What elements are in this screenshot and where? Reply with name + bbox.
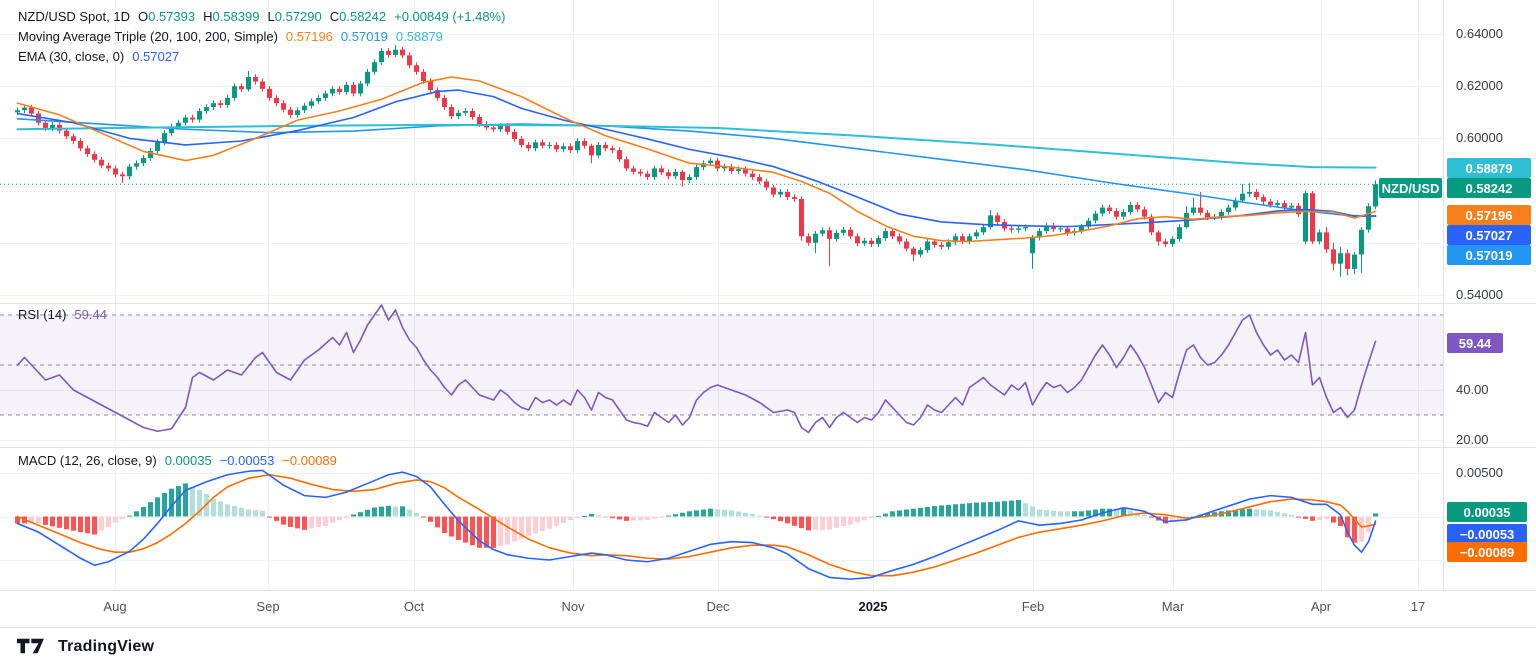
ohlc-value: 0.57290 bbox=[274, 9, 322, 24]
macd-value: −0.00053 bbox=[219, 453, 275, 468]
rsi-value: 59.44 bbox=[74, 307, 107, 322]
price-axis-tick: 0.62000 bbox=[1456, 78, 1503, 94]
ohlc-value: 0.58242 bbox=[339, 9, 387, 24]
symbol-price-tag: NZD/USD bbox=[1379, 178, 1442, 198]
macd-histogram bbox=[15, 483, 1378, 548]
footer-bar: TradingView bbox=[0, 627, 1536, 666]
price-axis-tick: 0.60000 bbox=[1456, 130, 1503, 146]
price-axis-tick: 0.64000 bbox=[1456, 26, 1503, 41]
macd-value: 0.00035 bbox=[164, 453, 212, 468]
macd-axis-tick: 0.00500 bbox=[1456, 465, 1503, 480]
rsi-title[interactable]: RSI (14) bbox=[18, 307, 67, 322]
ohlc-value: 0.58399 bbox=[212, 9, 260, 24]
last-price-tag: 0.58242 bbox=[1447, 178, 1531, 198]
price-axis-tick: 0.54000 bbox=[1456, 287, 1503, 302]
time-axis-label[interactable]: 2025 bbox=[858, 599, 888, 614]
time-axis-label[interactable]: Feb bbox=[1021, 599, 1045, 614]
ema-legend-row: EMA (30, close, 0) 0.57027 bbox=[18, 49, 179, 64]
price-axis[interactable]: 0.64000 0.62000 0.60000 0.54000 40.00 20.00 0.… bbox=[1379, 0, 1536, 590]
rsi-axis-tick: 40.00 bbox=[1456, 382, 1489, 397]
rsi-line bbox=[16, 304, 1377, 434]
ohlc-value: 0.57393 bbox=[148, 9, 196, 24]
sma200-price-tag: 0.58879 bbox=[1447, 158, 1531, 178]
ohlc-letter: L bbox=[267, 9, 275, 24]
rsi-legend-row: RSI (14) 59.44 bbox=[18, 307, 107, 322]
ohlc-letter: H bbox=[203, 9, 213, 24]
time-axis-label[interactable]: Apr bbox=[1310, 599, 1332, 614]
grid-layer bbox=[0, 0, 1443, 590]
time-axis-label[interactable]: Nov bbox=[561, 599, 585, 614]
symbol-legend-row: NZD/USD Spot, 1D O0.57393 H0.58399 L0.57290… bbox=[18, 9, 505, 24]
macd-value-tag: −0.00089 bbox=[1447, 542, 1527, 562]
sma20-price-tag: 0.57196 bbox=[1447, 205, 1531, 225]
ema-title[interactable]: EMA (30, close, 0) bbox=[18, 49, 125, 64]
ema30-price-tag: 0.57027 bbox=[1447, 225, 1531, 245]
sma200-line bbox=[16, 123, 1377, 169]
price-change: +0.00849 (+1.48%) bbox=[394, 9, 506, 24]
candles-layer bbox=[15, 44, 1378, 277]
rsi-axis-tick: 20.00 bbox=[1456, 432, 1489, 447]
ohlc-letter: C bbox=[329, 9, 340, 24]
ma-value: 0.57196 bbox=[285, 29, 333, 44]
macd-legend-row: MACD (12, 26, close, 9) 0.00035 −0.00053 −0… bbox=[18, 453, 337, 468]
ma-triple-title[interactable]: Moving Average Triple (20, 100, 200, Sim… bbox=[18, 29, 278, 44]
macd-value-tag: −0.00053 bbox=[1447, 524, 1527, 544]
time-axis-label[interactable]: Aug bbox=[103, 599, 127, 614]
ma-value: 0.57019 bbox=[340, 29, 388, 44]
ohlc-letter: O bbox=[137, 9, 149, 24]
ma-value: 0.58879 bbox=[395, 29, 443, 44]
symbol-title[interactable]: NZD/USD Spot, 1D bbox=[18, 9, 130, 24]
macd-title[interactable]: MACD (12, 26, close, 9) bbox=[18, 453, 157, 468]
macd-line bbox=[16, 469, 1377, 580]
time-axis[interactable]: Aug Sep Oct Nov Dec 2025 Feb Mar Apr 17 bbox=[0, 590, 1536, 628]
macd-signal-line bbox=[16, 473, 1377, 577]
time-axis-label[interactable]: Sep bbox=[256, 599, 280, 614]
time-axis-label[interactable]: 17 bbox=[1410, 599, 1426, 614]
sma20-line bbox=[16, 76, 1377, 243]
tradingview-logo-icon[interactable] bbox=[16, 637, 50, 657]
macd-value: −0.00089 bbox=[282, 453, 337, 468]
time-axis-label[interactable]: Dec bbox=[706, 599, 730, 614]
time-axis-label[interactable]: Mar bbox=[1161, 599, 1185, 614]
rsi-value-tag: 59.44 bbox=[1447, 333, 1503, 353]
time-axis-label[interactable]: Oct bbox=[403, 599, 425, 614]
ma-triple-legend-row: Moving Average Triple (20, 100, 200, Sim… bbox=[18, 29, 443, 44]
rsi-level-lines bbox=[0, 314, 1443, 416]
ema-value: 0.57027 bbox=[132, 49, 180, 64]
sma100-price-tag: 0.57019 bbox=[1447, 245, 1531, 265]
macd-value-tag: 0.00035 bbox=[1447, 502, 1527, 522]
pane-dividers bbox=[0, 303, 1536, 448]
tradingview-wordmark[interactable]: TradingView bbox=[58, 638, 155, 655]
